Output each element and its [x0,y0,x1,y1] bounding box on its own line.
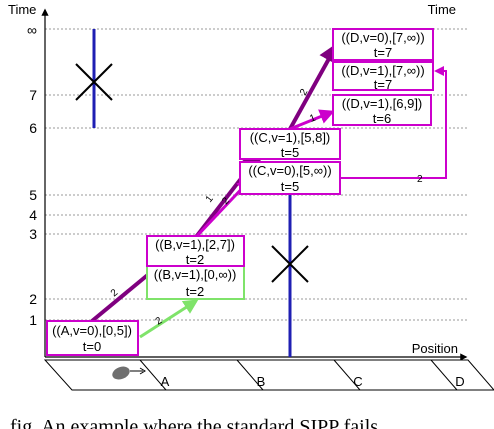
svg-text:((C,v=1),[5,8]): ((C,v=1),[5,8]) [250,130,331,145]
node-c-v1: ((C,v=1),[5,8]) t=5 [239,128,341,160]
position-label-d: D [455,374,464,389]
svg-text:t=7: t=7 [374,45,392,60]
position-label-a: A [161,374,170,389]
edge-label-c-d1: 1 [308,112,317,124]
node-d-v0-7: ((D,v=0),[7,∞)) t=7 [332,28,434,61]
svg-text:((D,v=1),[7,∞)): ((D,v=1),[7,∞)) [341,63,424,78]
node-d-v1-7: ((D,v=1),[7,∞)) t=7 [332,61,434,92]
node-b-v1-green: ((B,v=1),[0,∞)) t=2 [146,264,245,300]
edge-label-c-d0: 2 [298,87,311,98]
edge-label-b-c: 1 [204,193,216,205]
figure-caption: fig. An example where the standard SIPP … [10,417,379,429]
y-axis-title: Time [8,2,36,17]
edge-label-b-c0: 2 [220,195,232,207]
x-axis-label: Position [412,341,458,356]
cross-icon [271,245,309,283]
tick-inf: ∞ [27,22,37,38]
y-ticks: ∞ 7 6 5 4 3 2 1 [27,22,37,328]
node-d-v1-6: ((D,v=1),[6,9]) t=6 [332,94,432,126]
svg-text:t=0: t=0 [83,339,101,354]
position-strip [43,359,494,391]
edge-label-a-b: 2 [109,287,121,299]
strip-divider-4 [430,359,458,391]
node-a-v0: ((A,v=0),[0,5]) t=0 [46,320,139,356]
y-axis-label: Time [428,2,456,17]
node-b-v1: ((B,v=1),[2,7]) t=2 [146,235,245,267]
svg-text:((A,v=0),[0,5]): ((A,v=0),[0,5]) [52,323,132,338]
tick-6: 6 [29,120,37,136]
svg-text:t=2: t=2 [186,284,204,299]
tick-2: 2 [29,291,37,307]
edge-green [139,299,199,339]
svg-text:t=7: t=7 [374,77,392,92]
svg-text:((D,v=0),[7,∞)): ((D,v=0),[7,∞)) [341,30,424,45]
svg-text:t=2: t=2 [186,252,204,267]
svg-text:((B,v=1),[2,7]): ((B,v=1),[2,7]) [155,237,235,252]
tick-1: 1 [29,312,37,328]
position-label-b: B [257,374,266,389]
edge-c-d0 [288,42,338,130]
tick-4: 4 [29,207,37,223]
edge-labels: 2 2 1 2 2 1 2 [109,87,423,328]
strip-divider-3 [333,359,361,391]
svg-text:((D,v=1),[6,9]): ((D,v=1),[6,9]) [342,96,423,111]
strip-divider-2 [236,359,264,391]
tick-5: 5 [29,187,37,203]
svg-text:((C,v=0),[5,∞)): ((C,v=0),[5,∞)) [248,163,331,178]
edge-c0-d [340,66,447,179]
tick-7: 7 [29,87,37,103]
svg-text:t=5: t=5 [281,179,299,194]
edge-label-green: 2 [154,315,165,327]
cross-icon [75,63,113,101]
node-c-v0: ((C,v=0),[5,∞)) t=5 [239,161,341,195]
position-label-c: C [353,374,362,389]
strip-divider-1 [139,359,167,391]
edge-label-c0-d: 2 [417,174,423,185]
robot-mouse-icon [112,366,146,380]
edge-c-d1 [289,109,335,131]
tick-3: 3 [29,226,37,242]
svg-text:((B,v=1),[0,∞)): ((B,v=1),[0,∞)) [154,267,237,282]
strip-outline [43,359,494,391]
svg-text:t=6: t=6 [373,111,391,126]
svg-text:t=5: t=5 [281,145,299,160]
